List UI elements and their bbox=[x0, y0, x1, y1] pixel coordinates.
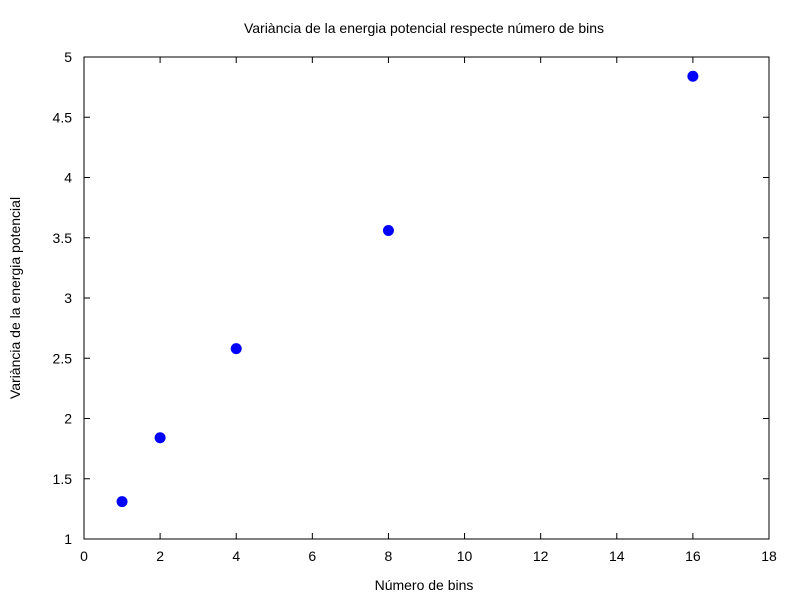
y-tick-label: 2.5 bbox=[53, 350, 73, 366]
y-tick-label: 2 bbox=[64, 411, 72, 427]
data-point bbox=[230, 343, 242, 355]
x-tick-label: 6 bbox=[308, 548, 316, 564]
y-tick-label: 5 bbox=[64, 49, 72, 65]
plot-frame bbox=[83, 56, 770, 540]
x-tick-label: 0 bbox=[80, 548, 88, 564]
x-tick-label: 8 bbox=[385, 548, 393, 564]
x-tick-label: 14 bbox=[609, 548, 625, 564]
x-tick-label: 2 bbox=[156, 548, 164, 564]
y-axis-ticks: 1 1.5 2 2.5 3 3.5 4 4.5 5 bbox=[53, 49, 769, 547]
data-point bbox=[687, 70, 699, 82]
y-tick-label: 4.5 bbox=[53, 109, 73, 125]
x-tick-label: 10 bbox=[457, 548, 473, 564]
x-axis-ticks: 0 2 4 6 8 10 12 14 16 18 bbox=[80, 57, 777, 564]
y-tick-label: 3 bbox=[64, 290, 72, 306]
y-tick-label: 1.5 bbox=[53, 471, 73, 487]
x-tick-label: 18 bbox=[761, 548, 777, 564]
data-point bbox=[116, 496, 128, 508]
y-tick-label: 4 bbox=[64, 170, 72, 186]
y-tick-label: 3.5 bbox=[53, 230, 73, 246]
data-points bbox=[116, 70, 699, 508]
y-axis-title: Variància de la energia potencial bbox=[7, 197, 23, 399]
x-tick-label: 16 bbox=[685, 548, 701, 564]
x-tick-label: 12 bbox=[533, 548, 549, 564]
x-tick-label: 4 bbox=[232, 548, 240, 564]
y-tick-label: 1 bbox=[64, 531, 72, 547]
chart-title: Variància de la energia potencial respec… bbox=[244, 20, 604, 36]
data-point bbox=[382, 225, 394, 237]
data-point bbox=[154, 432, 166, 444]
x-axis-title: Número de bins bbox=[375, 577, 474, 593]
